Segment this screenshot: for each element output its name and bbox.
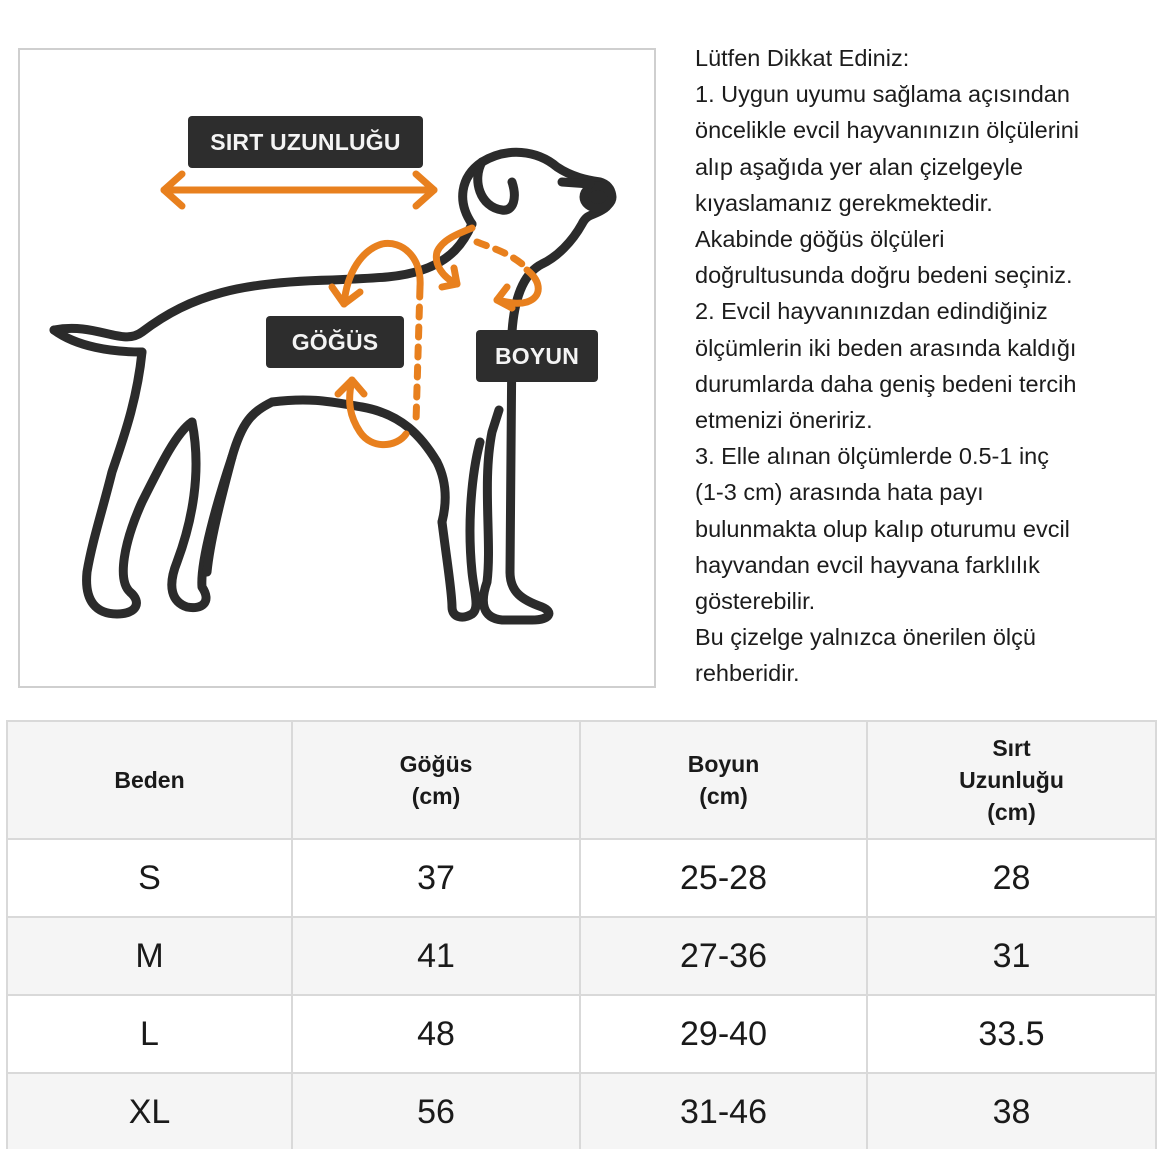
header-chest: Göğüs (cm) bbox=[291, 720, 581, 840]
dog-outline-illustration bbox=[49, 147, 617, 625]
notice-line: öncelikle evcil hayvanınızın ölçülerini bbox=[695, 117, 1080, 144]
label-back-length: SIRT UZUNLUĞU bbox=[188, 116, 423, 168]
notice-title: Lütfen Dikkat Ediniz: bbox=[695, 45, 910, 71]
cell-neck: 25-28 bbox=[579, 838, 868, 918]
measurement-notice: Lütfen Dikkat Ediniz: 1. Uygun uyumu sağ… bbox=[695, 40, 1161, 692]
cell-size: M bbox=[6, 916, 293, 996]
cell-back-length: 38 bbox=[866, 1072, 1157, 1149]
label-chest: GÖĞÜS bbox=[266, 316, 404, 368]
table-row: XL 56 31-46 38 bbox=[6, 1072, 1157, 1149]
notice-line: rehberidir. bbox=[695, 660, 800, 687]
notice-line: Akabinde göğüs ölçüleri bbox=[695, 226, 945, 253]
cell-size: S bbox=[6, 838, 293, 918]
notice-line: doğrultusunda doğru bedeni seçiniz. bbox=[695, 262, 1073, 289]
notice-line: Bu çizelge yalnızca önerilen ölçü bbox=[695, 624, 1036, 651]
header-size: Beden bbox=[6, 720, 293, 840]
cell-back-length: 31 bbox=[866, 916, 1157, 996]
cell-chest: 48 bbox=[291, 994, 581, 1074]
cell-neck: 27-36 bbox=[579, 916, 868, 996]
table-header-row: Beden Göğüs (cm) Boyun (cm) Sırt Uzunluğ… bbox=[6, 720, 1157, 840]
notice-line: ölçümlerin iki beden arasında kaldığı bbox=[695, 334, 1077, 361]
notice-line: hayvandan evcil hayvana farklılık bbox=[695, 551, 1040, 578]
label-neck: BOYUN bbox=[476, 330, 598, 382]
table-row: S 37 25-28 28 bbox=[6, 838, 1157, 918]
cell-back-length: 28 bbox=[866, 838, 1157, 918]
cell-chest: 56 bbox=[291, 1072, 581, 1149]
notice-line: (1-3 cm) arasında hata payı bbox=[695, 479, 984, 506]
notice-line: 1. Uygun uyumu sağlama açısından bbox=[695, 81, 1070, 108]
cell-chest: 41 bbox=[291, 916, 581, 996]
cell-size: XL bbox=[6, 1072, 293, 1149]
cell-chest: 37 bbox=[291, 838, 581, 918]
cell-size: L bbox=[6, 994, 293, 1074]
cell-neck: 29-40 bbox=[579, 994, 868, 1074]
notice-line: 3. Elle alınan ölçümlerde 0.5-1 inç bbox=[695, 443, 1050, 470]
cell-neck: 31-46 bbox=[579, 1072, 868, 1149]
notice-line: bulunmakta olup kalıp oturumu evcil bbox=[695, 515, 1070, 542]
notice-line: alıp aşağıda yer alan çizelgeyle bbox=[695, 153, 1023, 180]
header-back-length: Sırt Uzunluğu (cm) bbox=[866, 720, 1157, 840]
cell-back-length: 33.5 bbox=[866, 994, 1157, 1074]
notice-line: 2. Evcil hayvanınızdan edindiğiniz bbox=[695, 298, 1048, 325]
notice-line: kıyaslamanız gerekmektedir. bbox=[695, 189, 993, 216]
header-neck: Boyun (cm) bbox=[579, 720, 868, 840]
notice-line: etmenizi öneririz. bbox=[695, 407, 873, 434]
table-row: L 48 29-40 33.5 bbox=[6, 994, 1157, 1074]
size-chart-table: Beden Göğüs (cm) Boyun (cm) Sırt Uzunluğ… bbox=[6, 720, 1157, 1149]
notice-line: gösterebilir. bbox=[695, 588, 816, 615]
notice-line: durumlarda daha geniş bedeni tercih bbox=[695, 370, 1077, 397]
table-row: M 41 27-36 31 bbox=[6, 916, 1157, 996]
dog-measurement-diagram: SIRT UZUNLUĞU GÖĞÜS BOYUN bbox=[18, 48, 656, 688]
